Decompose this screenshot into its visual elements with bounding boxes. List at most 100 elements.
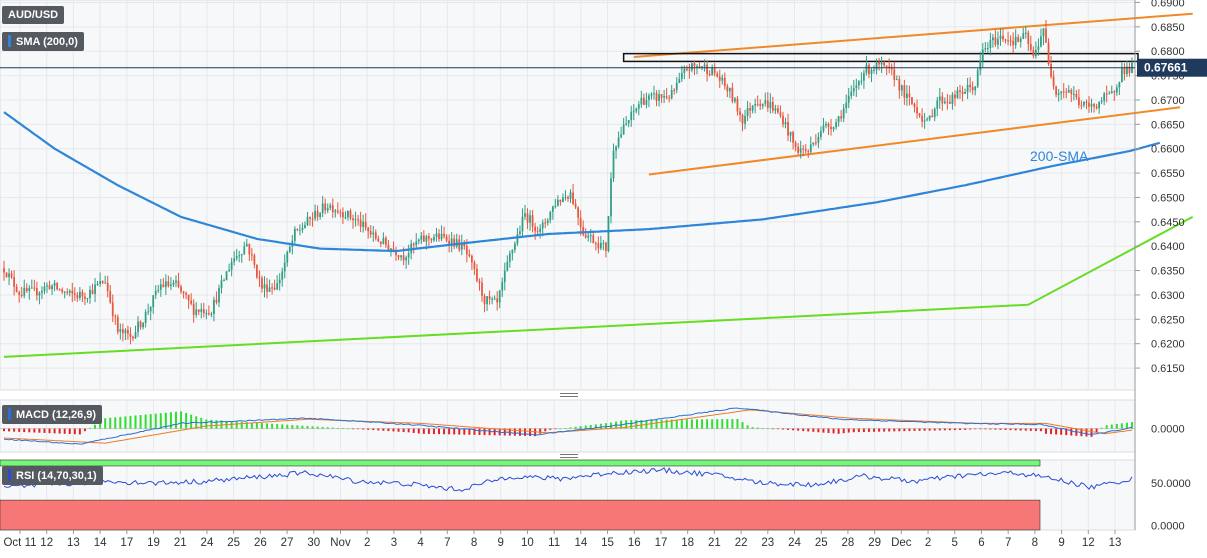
candle-body bbox=[597, 243, 600, 249]
candle-body bbox=[814, 142, 817, 144]
time-tick-label: 24 bbox=[788, 537, 801, 549]
time-tick-label: 22 bbox=[735, 537, 748, 549]
candle-body bbox=[1093, 104, 1095, 107]
candle-body bbox=[1055, 86, 1058, 95]
candle-body bbox=[192, 303, 195, 315]
candle-body bbox=[971, 87, 974, 91]
candle-body bbox=[392, 248, 395, 251]
candle-body bbox=[157, 289, 160, 291]
candle-body bbox=[992, 37, 994, 41]
candle-body bbox=[1113, 91, 1116, 93]
candle-body bbox=[23, 287, 26, 296]
macd-histogram-bar bbox=[574, 426, 577, 429]
macd-histogram-bar bbox=[751, 427, 754, 429]
candle-body bbox=[974, 86, 977, 91]
candle-body bbox=[18, 292, 21, 296]
candle-body bbox=[256, 264, 258, 278]
macd-histogram-bar bbox=[109, 417, 112, 429]
candle-body bbox=[1012, 40, 1015, 46]
candle-body bbox=[301, 228, 304, 230]
macd-histogram-bar bbox=[1009, 428, 1012, 431]
macd-histogram-bar bbox=[529, 428, 532, 437]
time-tick-label: 2 bbox=[364, 537, 370, 549]
macd-histogram-bar bbox=[159, 413, 162, 429]
candle-body bbox=[159, 284, 162, 290]
candle-body bbox=[640, 97, 643, 105]
macd-histogram-bar bbox=[1004, 428, 1007, 430]
macd-histogram-bar bbox=[255, 422, 258, 429]
rsi-legend-tag[interactable]: RSI (14,70,30,1) bbox=[2, 466, 103, 485]
candle-body bbox=[943, 101, 946, 104]
macd-histogram-bar bbox=[837, 428, 840, 434]
candle-body bbox=[931, 115, 934, 118]
candle-body bbox=[438, 233, 440, 240]
sma-legend-tag[interactable]: SMA (200,0) bbox=[2, 32, 84, 51]
candle-body bbox=[200, 309, 203, 312]
macd-histogram-bar bbox=[524, 428, 527, 436]
candle-body bbox=[190, 300, 193, 304]
candle-body bbox=[678, 79, 681, 83]
time-tick-label: 25 bbox=[815, 537, 828, 549]
time-tick-label: 5 bbox=[952, 537, 958, 549]
candle-body bbox=[562, 197, 564, 202]
macd-histogram-bar bbox=[306, 426, 309, 429]
candle-body bbox=[68, 290, 71, 293]
candle-body bbox=[96, 283, 99, 285]
candle-body bbox=[367, 227, 370, 232]
candle-body bbox=[243, 246, 246, 255]
candle-body bbox=[33, 287, 36, 289]
candle-body bbox=[984, 48, 987, 50]
candle-body bbox=[976, 70, 979, 87]
macd-histogram-bar bbox=[948, 428, 951, 431]
macd-histogram-bar bbox=[953, 428, 956, 431]
candle-body bbox=[827, 123, 830, 127]
rsi-tick-label: 50.0000 bbox=[1151, 478, 1191, 490]
candle-body bbox=[701, 66, 703, 68]
candle-body bbox=[706, 64, 708, 75]
time-tick-label: 21 bbox=[708, 537, 721, 549]
candle-body bbox=[5, 272, 8, 278]
candle-body bbox=[311, 218, 314, 220]
candle-body bbox=[574, 203, 577, 208]
candle-body bbox=[572, 192, 574, 204]
candle-body bbox=[1108, 93, 1111, 95]
candle-body bbox=[893, 69, 896, 80]
macd-line bbox=[3, 407, 1133, 445]
candle-body bbox=[440, 233, 443, 240]
candle-body bbox=[749, 107, 751, 111]
candle-body bbox=[15, 286, 18, 293]
candle-body bbox=[741, 114, 744, 124]
macd-legend-tag[interactable]: MACD (12,26,9) bbox=[2, 405, 103, 424]
macd-histogram-bar bbox=[933, 428, 936, 431]
candle-body bbox=[551, 206, 554, 212]
candle-body bbox=[167, 281, 170, 287]
candle-body bbox=[1007, 40, 1009, 42]
macd-histogram-bar bbox=[701, 419, 704, 429]
candle-body bbox=[258, 277, 261, 279]
time-tick-label: 6 bbox=[978, 537, 984, 549]
candle-body bbox=[53, 282, 56, 286]
macd-panel-bg bbox=[0, 399, 1136, 453]
candle-body bbox=[132, 336, 134, 339]
macd-histogram-bar bbox=[539, 428, 542, 434]
candle-body bbox=[496, 298, 499, 303]
candle-body bbox=[344, 217, 347, 219]
macd-histogram-bar bbox=[675, 419, 678, 429]
candle-body bbox=[981, 49, 984, 61]
candle-body bbox=[382, 237, 385, 244]
macd-histogram-bar bbox=[1014, 428, 1017, 431]
macd-histogram-bar bbox=[422, 428, 425, 434]
macd-histogram-bar bbox=[599, 423, 602, 429]
candle-body bbox=[761, 103, 764, 107]
candle-layer bbox=[3, 19, 1133, 345]
candle-body bbox=[959, 90, 961, 92]
candle-body bbox=[673, 90, 676, 92]
rsi-oversold-zone bbox=[0, 499, 1041, 531]
macd-histogram-bar bbox=[1115, 423, 1118, 429]
macd-histogram-bar bbox=[448, 428, 451, 435]
rsi-panel bbox=[0, 459, 1133, 531]
macd-histogram-bar bbox=[281, 424, 284, 429]
candle-body bbox=[250, 254, 253, 256]
macd-histogram-bar bbox=[604, 423, 607, 429]
candle-body bbox=[754, 104, 757, 106]
